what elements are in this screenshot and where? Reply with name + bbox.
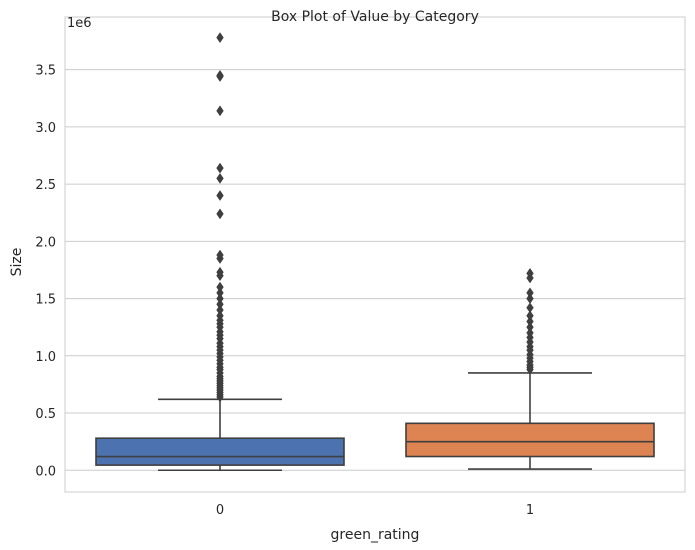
outlier-point <box>216 208 224 220</box>
x-axis-label: green_rating <box>331 527 420 543</box>
outlier-point <box>526 302 534 314</box>
outlier-point <box>216 190 224 201</box>
y-tick-label: 1.5 <box>35 293 56 308</box>
outlier-point <box>216 172 224 184</box>
y-tick-label: 0.5 <box>35 407 56 422</box>
box-group-1 <box>405 267 655 470</box>
y-tick-label: 1.0 <box>35 350 56 365</box>
grid-lines <box>65 69 685 471</box>
iqr-box <box>405 422 655 458</box>
y-tick-labels: 0.0 0.5 1.0 1.5 2.0 2.5 3.0 3.5 <box>35 64 56 480</box>
outlier-point <box>216 249 224 261</box>
outlier-point <box>216 298 224 310</box>
outlier-point <box>216 304 224 316</box>
y-tick-label: 2.5 <box>35 178 56 193</box>
outlier-point <box>526 321 534 333</box>
y-tick-label: 3.0 <box>35 121 56 136</box>
plot-area-frame <box>64 16 686 493</box>
outlier-point <box>216 281 224 293</box>
outlier-point <box>216 310 224 322</box>
y-tick-label: 3.5 <box>35 64 56 79</box>
box-series <box>95 32 655 472</box>
y-tick-label: 0.0 <box>35 464 56 479</box>
x-tick-label: 1 <box>526 503 534 518</box>
outlier-point <box>526 316 534 327</box>
chart-title: Box Plot of Value by Category <box>271 9 479 25</box>
outlier-point <box>216 293 224 305</box>
x-tick-label: 0 <box>216 503 224 518</box>
outlier-point <box>216 162 224 174</box>
outlier-point <box>526 287 534 299</box>
outlier-point <box>216 287 224 299</box>
y-axis-label: Size <box>9 248 25 277</box>
outlier-point <box>216 69 224 81</box>
iqr-box <box>95 437 345 466</box>
outlier-point <box>526 267 534 279</box>
y-offset-label: 1e6 <box>67 16 92 31</box>
outlier-point <box>216 105 224 117</box>
outlier-point <box>526 293 534 305</box>
y-tick-label: 2.0 <box>35 235 56 250</box>
outlier-point <box>216 266 224 278</box>
outlier-point <box>526 327 534 339</box>
box-group-0 <box>95 32 345 472</box>
outlier-point <box>526 310 534 322</box>
outlier-point <box>216 32 224 44</box>
